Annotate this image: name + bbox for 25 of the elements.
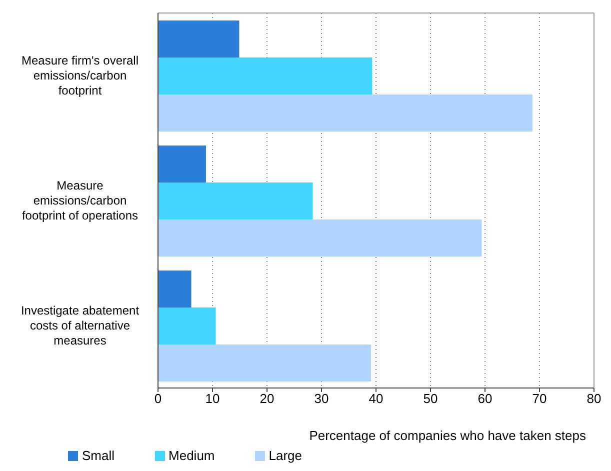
y-tick-label: Measure emissions/carbon footprint of operations xyxy=(22,178,138,222)
x-axis-title: Percentage of companies who have taken steps xyxy=(309,428,586,443)
y-tick-label: Measure firm's overall emissions/carbon footprint xyxy=(22,54,138,98)
bar xyxy=(158,146,206,182)
x-tick-label: 10 xyxy=(205,391,220,406)
bar xyxy=(158,270,192,308)
x-tick-label: 0 xyxy=(154,391,162,406)
legend-label: Small xyxy=(81,448,115,463)
legend-label: Large xyxy=(268,448,302,463)
bar xyxy=(158,220,482,256)
bar xyxy=(158,308,216,344)
x-tick-label: 80 xyxy=(586,391,602,406)
x-tick-label: 50 xyxy=(423,391,438,406)
bar xyxy=(158,182,313,220)
x-tick-label: 20 xyxy=(260,391,274,406)
bar xyxy=(158,94,532,132)
x-tick-label: 70 xyxy=(532,391,547,406)
x-tick-label: 60 xyxy=(478,391,492,406)
bar xyxy=(158,58,372,94)
x-tick-label: 30 xyxy=(314,391,329,406)
x-tick-label: 40 xyxy=(368,391,384,406)
legend-label: Medium xyxy=(168,448,215,463)
y-tick-label: Investigate abatement costs of alternative measures xyxy=(20,304,140,348)
bar xyxy=(158,20,240,58)
bar xyxy=(158,344,372,382)
